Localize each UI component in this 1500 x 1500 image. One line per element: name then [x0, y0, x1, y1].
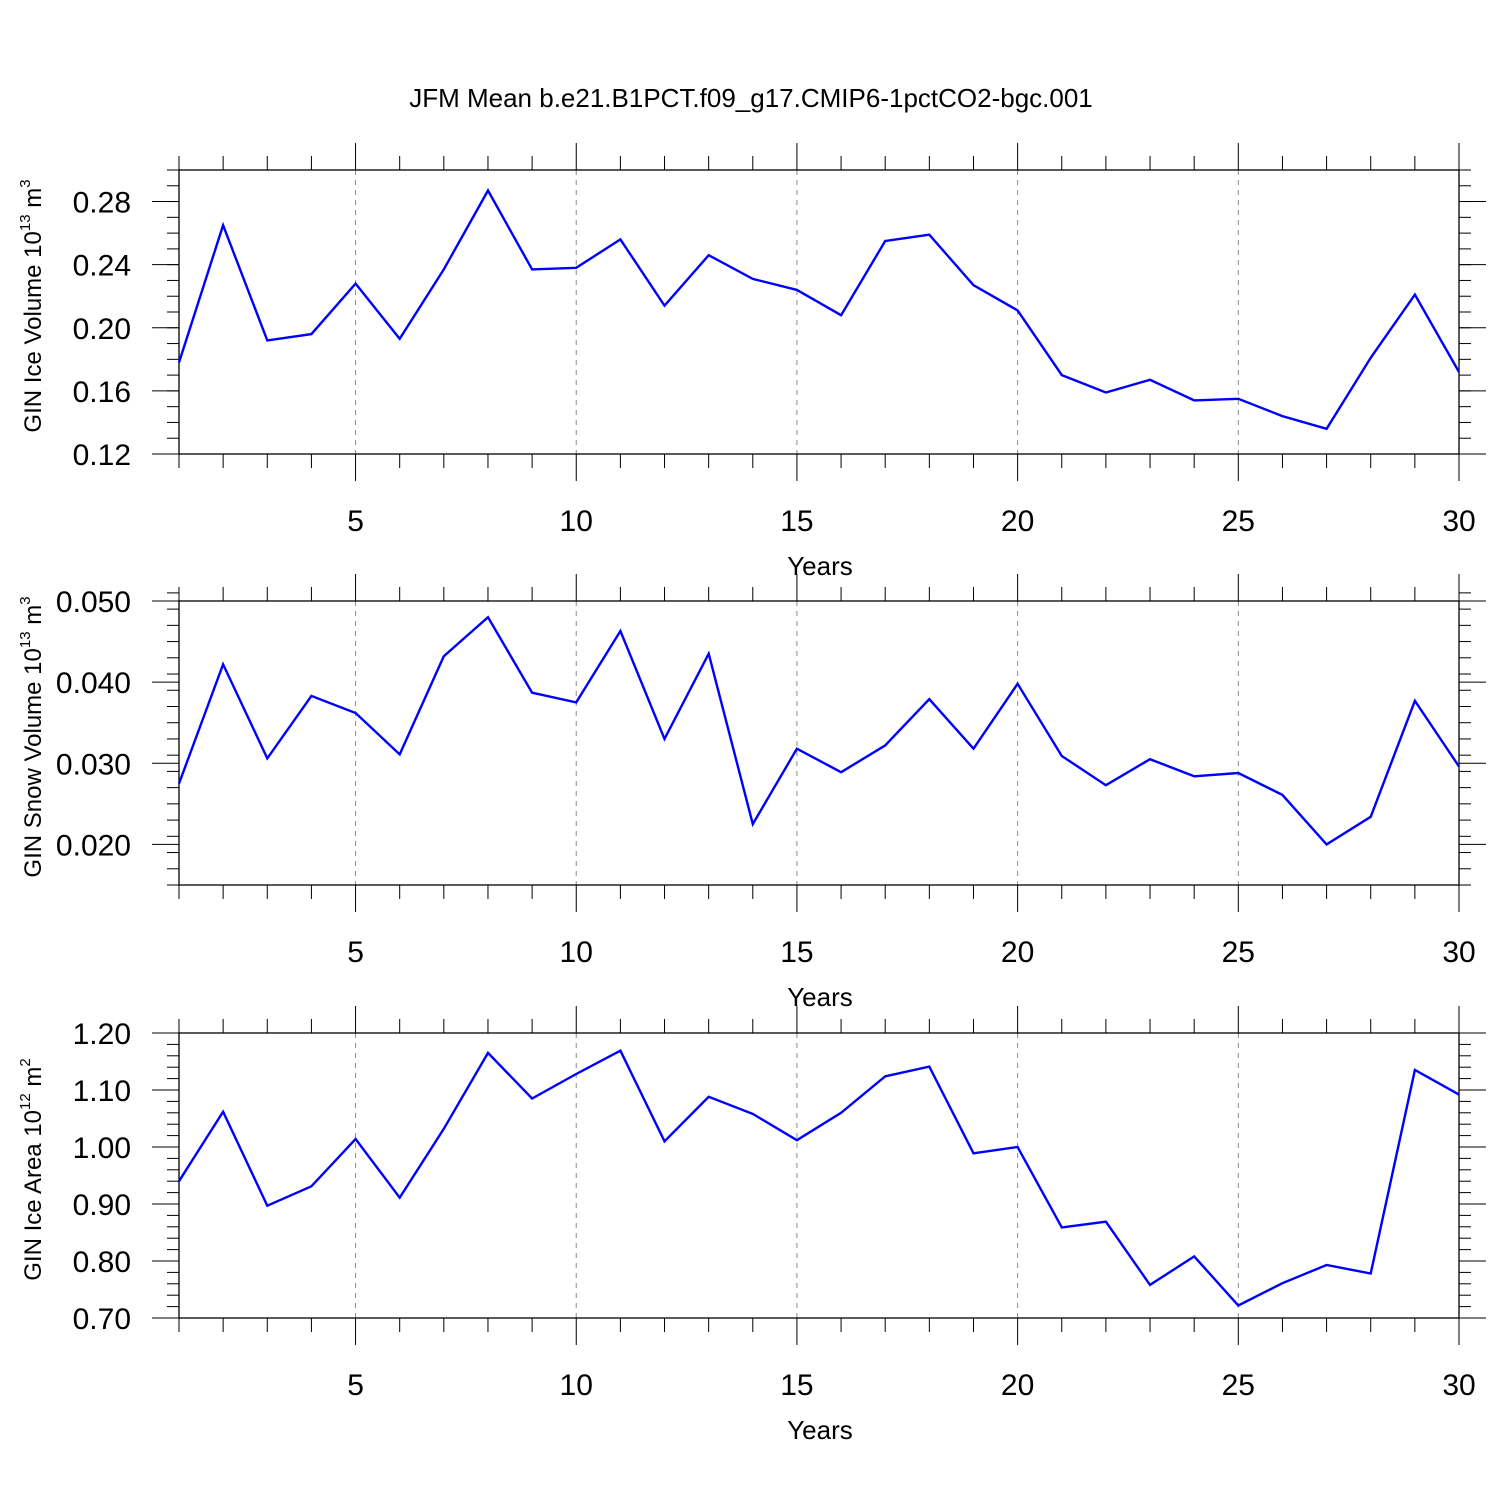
x-axis-label: Years [787, 982, 853, 1012]
x-tick-label: 25 [1222, 505, 1255, 538]
y-tick-label: 0.20 [73, 313, 131, 346]
y-axis-label-base: GIN Snow Volume 10 [20, 648, 47, 877]
y-tick-label: 0.12 [73, 439, 131, 472]
x-axis-label: Years [787, 551, 853, 581]
series-line [177, 1049, 1460, 1307]
y-axis-label-unit-exponent: 3 [17, 179, 34, 187]
y-axis-label-unit-exponent: 2 [17, 1058, 34, 1066]
x-tick-label: 20 [1001, 505, 1034, 538]
plot-frame [178, 169, 1460, 455]
chart-panel-1: 0.12 0.16 0.20 0.24 0.28 5 10 15 20 25 30 Years GIN … [17, 143, 1486, 581]
x-axis-label: Years [787, 1415, 853, 1445]
y-tick-label: 0.80 [73, 1246, 131, 1279]
y-tick-label: 0.28 [73, 187, 131, 220]
y-axis-label: GIN Ice Area 1012 m2 [17, 1058, 47, 1280]
x-tick-label: 10 [560, 505, 593, 538]
y-tick-label: 0.90 [73, 1189, 131, 1222]
y-axis-label: GIN Snow Volume 1013 m3 [17, 596, 47, 877]
y-tick-label: 0.24 [73, 250, 131, 283]
y-axis-label-unit-exponent: 3 [17, 596, 34, 604]
y-axis-label: GIN Ice Volume 1013 m3 [17, 179, 47, 432]
panels: 0.120.160.200.240.285 10 15 20 25 30YearsGIN … [17, 143, 1486, 1445]
x-tick-label: 30 [1442, 1369, 1475, 1402]
y-tick-label: 0.040 [56, 667, 131, 700]
x-tick-label: 25 [1222, 1369, 1255, 1402]
y-axis-label-exponent: 13 [17, 214, 34, 231]
y-tick-label: 0.050 [56, 586, 131, 619]
x-tick-label: 20 [1001, 936, 1034, 969]
x-tick-label: 5 [347, 505, 364, 538]
x-tick-label: 10 [560, 1369, 593, 1402]
x-tick-label: 30 [1442, 936, 1475, 969]
y-axis-label-unit: m [20, 1067, 47, 1094]
y-tick-label: 1.10 [73, 1075, 131, 1108]
y-tick-label: 0.70 [73, 1303, 131, 1336]
x-tick-label: 15 [780, 1369, 813, 1402]
chart-title: JFM Mean b.e21.B1PCT.f09_g17.CMIP6-1pctC… [409, 83, 1093, 113]
plot-frame [178, 1032, 1460, 1319]
x-tick-label: 5 [347, 1369, 364, 1402]
y-axis-label-unit: m [20, 605, 47, 632]
x-tick-label: 15 [780, 505, 813, 538]
plot-frame [178, 600, 1460, 886]
x-tick-label: 5 [347, 936, 364, 969]
y-tick-label: 0.030 [56, 748, 131, 781]
x-tick-label: 15 [780, 936, 813, 969]
y-tick-label: 1.00 [73, 1132, 131, 1165]
x-tick-label: 25 [1222, 936, 1255, 969]
y-tick-label: 0.16 [73, 376, 131, 409]
series-line [177, 188, 1461, 431]
x-tick-label: 10 [560, 936, 593, 969]
chart-panel-3: 0.70 0.80 0.90 1.00 1.10 1.20 5 10 15 20 25 30 Years… [17, 1006, 1486, 1445]
y-axis-label-exponent: 12 [17, 1093, 34, 1110]
y-axis-label-unit: m [20, 188, 47, 215]
chart-panel-2: 0.020 0.030 0.040 0.050 5 10 15 20 25 30 Years GIN … [17, 574, 1486, 1012]
y-tick-label: 0.020 [56, 829, 131, 862]
y-tick-label: 1.20 [73, 1018, 131, 1051]
y-axis-label-exponent: 13 [17, 631, 34, 648]
x-tick-label: 30 [1442, 505, 1475, 538]
y-axis-label-base: GIN Ice Volume 10 [20, 231, 47, 432]
series-line [177, 615, 1460, 846]
x-tick-label: 20 [1001, 1369, 1034, 1402]
y-axis-label-base: GIN Ice Area 10 [20, 1110, 47, 1281]
